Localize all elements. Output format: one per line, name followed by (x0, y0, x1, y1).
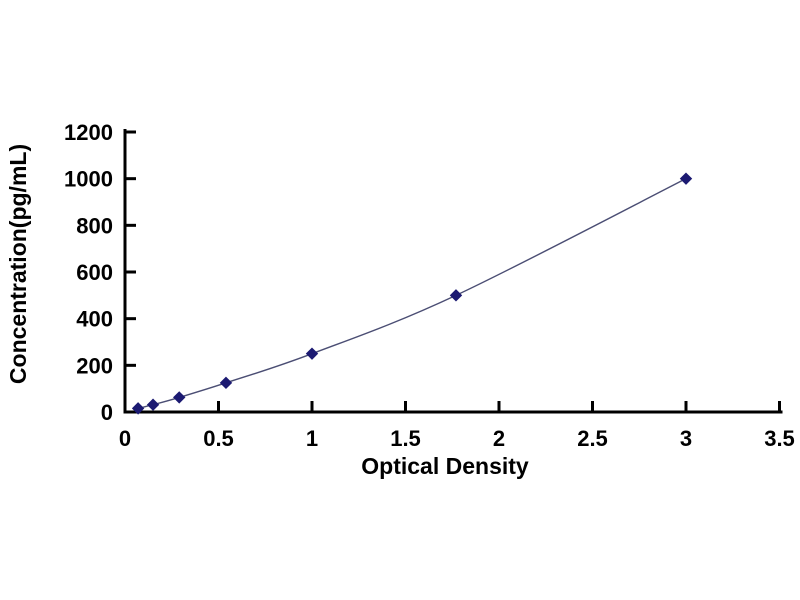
x-tick-label: 1 (306, 426, 318, 451)
data-point-marker (219, 376, 233, 390)
x-tick-label: 2.5 (577, 426, 608, 451)
y-tick-label: 800 (76, 213, 113, 238)
data-point-marker (131, 402, 145, 415)
y-tick-label: 400 (76, 307, 113, 332)
x-tick-label: 3 (680, 426, 692, 451)
x-tick-label: 0 (119, 426, 131, 451)
x-tick-label: 2 (493, 426, 505, 451)
y-axis-title: Concentration(pg/mL) (5, 144, 31, 384)
axis-frame (123, 129, 783, 414)
x-tick-label: 1.5 (390, 426, 421, 451)
data-point-marker (449, 289, 463, 302)
plot-area: 0 0.5 1 1.5 2 2.5 3 3.5 0 200 400 600 800 1000 1200 (64, 120, 795, 451)
y-tick-label: 0 (101, 400, 113, 425)
curve-line (137, 178, 687, 410)
y-tick-label: 1000 (64, 167, 113, 192)
y-tick-label: 600 (76, 260, 113, 285)
y-tick-label: 1200 (64, 120, 113, 145)
data-point-marker (305, 347, 319, 360)
data-point-marker (679, 172, 693, 185)
x-axis-title: Optical Density (361, 453, 529, 479)
x-tick-label: 0.5 (203, 426, 234, 451)
y-tick-label: 200 (76, 353, 113, 378)
data-point-marker (146, 398, 160, 411)
data-point-marker (173, 391, 186, 404)
x-tick-label: 3.5 (764, 426, 795, 451)
